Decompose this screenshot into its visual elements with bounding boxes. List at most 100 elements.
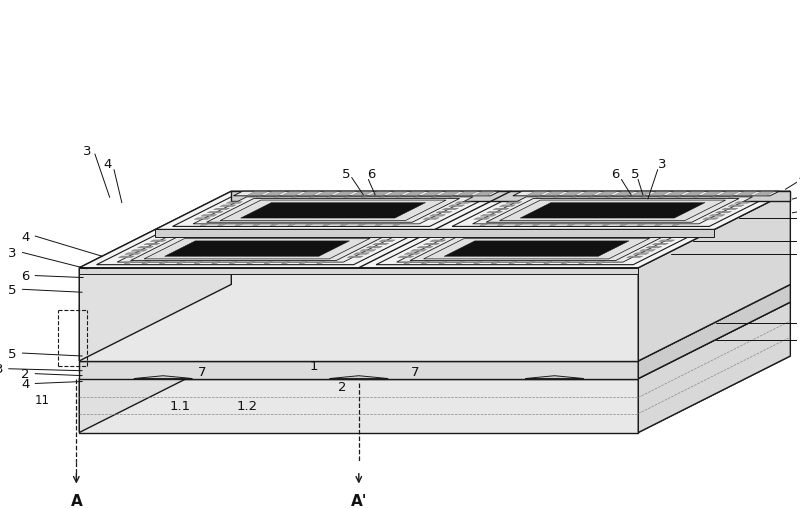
Polygon shape [457, 192, 478, 196]
Polygon shape [422, 192, 442, 196]
Polygon shape [734, 202, 750, 204]
Polygon shape [274, 196, 282, 198]
Polygon shape [439, 192, 460, 196]
Polygon shape [486, 199, 739, 223]
Polygon shape [554, 196, 562, 198]
Polygon shape [658, 196, 666, 198]
Polygon shape [602, 224, 610, 226]
Polygon shape [728, 206, 744, 207]
Polygon shape [430, 215, 446, 217]
Text: 4: 4 [798, 171, 800, 184]
Polygon shape [210, 338, 269, 341]
Polygon shape [474, 262, 482, 264]
Polygon shape [233, 234, 242, 236]
Polygon shape [486, 212, 502, 213]
Polygon shape [317, 262, 325, 264]
Polygon shape [246, 262, 255, 264]
Polygon shape [373, 234, 381, 236]
Polygon shape [474, 192, 494, 196]
Polygon shape [480, 215, 496, 217]
Polygon shape [79, 268, 638, 361]
Polygon shape [404, 262, 412, 264]
Polygon shape [97, 233, 418, 265]
Text: 3: 3 [0, 362, 3, 376]
Polygon shape [526, 192, 547, 196]
Polygon shape [666, 192, 687, 196]
Polygon shape [652, 234, 661, 236]
Polygon shape [565, 234, 574, 236]
Polygon shape [226, 202, 242, 204]
Polygon shape [694, 196, 702, 198]
Polygon shape [79, 356, 790, 433]
Polygon shape [525, 376, 584, 379]
Polygon shape [215, 234, 224, 236]
Polygon shape [536, 196, 544, 198]
Polygon shape [194, 218, 210, 220]
Text: 3: 3 [658, 158, 667, 171]
Polygon shape [473, 197, 753, 224]
Polygon shape [250, 234, 258, 236]
Polygon shape [299, 192, 320, 196]
Polygon shape [652, 244, 668, 245]
Polygon shape [291, 196, 300, 198]
Polygon shape [623, 196, 632, 198]
Polygon shape [220, 201, 446, 221]
Polygon shape [728, 196, 737, 198]
Polygon shape [601, 338, 660, 341]
Polygon shape [532, 224, 541, 226]
Polygon shape [444, 241, 629, 257]
Polygon shape [398, 257, 414, 258]
Polygon shape [641, 196, 650, 198]
Polygon shape [684, 192, 704, 196]
Polygon shape [449, 196, 457, 198]
Polygon shape [373, 244, 389, 245]
Polygon shape [354, 253, 370, 255]
Polygon shape [177, 262, 185, 264]
Text: 6: 6 [367, 168, 375, 181]
Polygon shape [231, 192, 790, 202]
Polygon shape [212, 262, 220, 264]
Polygon shape [334, 192, 355, 196]
Polygon shape [480, 224, 488, 226]
Polygon shape [736, 192, 757, 196]
Polygon shape [131, 250, 147, 251]
Text: 7: 7 [410, 365, 419, 379]
Polygon shape [376, 233, 697, 265]
Polygon shape [406, 338, 464, 341]
Polygon shape [180, 234, 189, 236]
Polygon shape [79, 302, 790, 379]
Polygon shape [235, 224, 244, 226]
Polygon shape [201, 215, 217, 217]
Polygon shape [597, 192, 617, 196]
Polygon shape [547, 234, 556, 236]
Polygon shape [626, 257, 642, 258]
Polygon shape [571, 196, 579, 198]
Polygon shape [646, 247, 662, 248]
Polygon shape [288, 224, 296, 226]
Polygon shape [410, 237, 663, 261]
Polygon shape [509, 262, 517, 264]
Polygon shape [460, 234, 468, 236]
Text: 4: 4 [21, 230, 30, 243]
Polygon shape [256, 196, 265, 198]
Polygon shape [452, 195, 773, 227]
Polygon shape [562, 192, 582, 196]
Polygon shape [631, 192, 652, 196]
Polygon shape [596, 262, 605, 264]
Polygon shape [144, 239, 370, 260]
Polygon shape [193, 197, 473, 224]
Text: 5: 5 [8, 283, 17, 296]
Polygon shape [322, 224, 331, 226]
Polygon shape [722, 209, 738, 210]
Polygon shape [397, 236, 677, 263]
Polygon shape [709, 215, 725, 217]
Polygon shape [355, 234, 364, 236]
Polygon shape [138, 247, 154, 248]
Polygon shape [633, 253, 649, 255]
Polygon shape [360, 250, 376, 251]
Polygon shape [241, 203, 426, 219]
Polygon shape [317, 192, 338, 196]
Polygon shape [478, 234, 486, 236]
Polygon shape [649, 192, 670, 196]
Polygon shape [421, 262, 430, 264]
